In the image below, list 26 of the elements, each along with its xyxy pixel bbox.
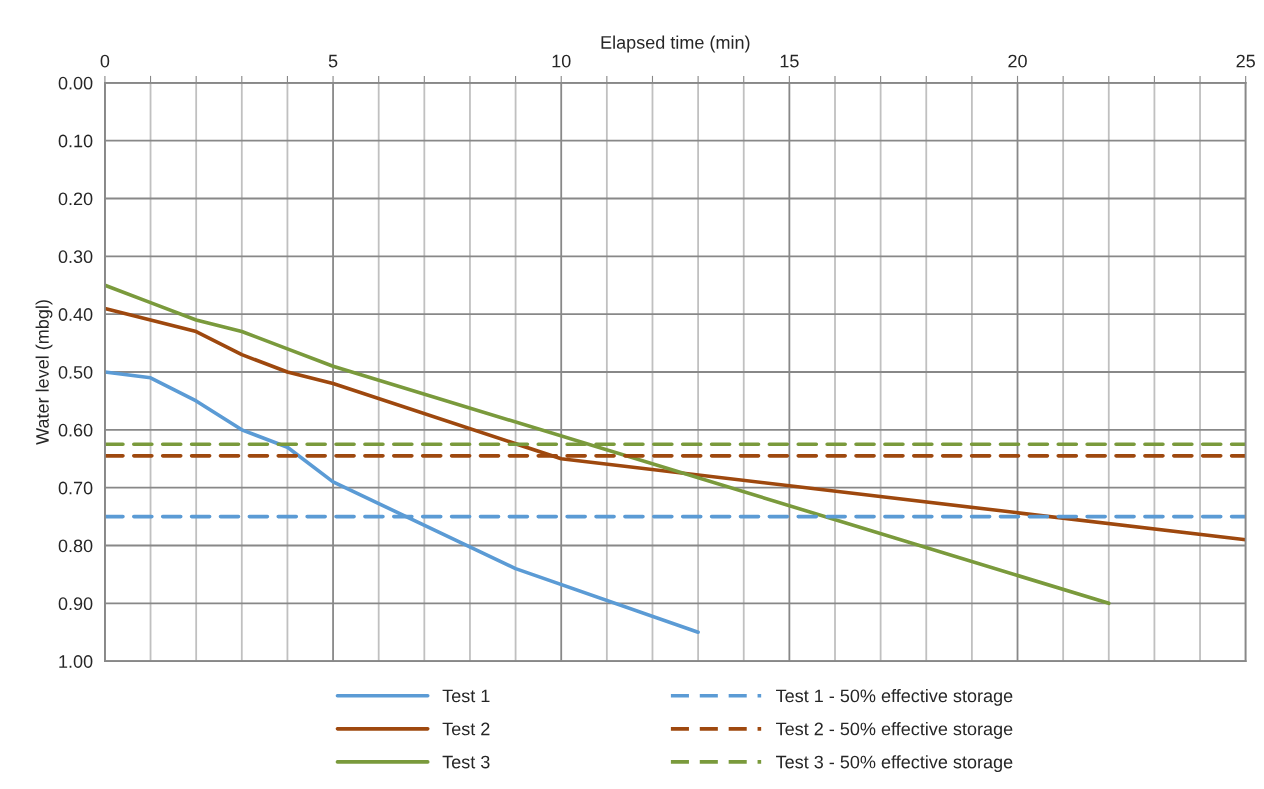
line-series	[104, 306, 1246, 542]
legend-label: Test 2 - 50% effective storage	[776, 722, 1013, 739]
y-tick-label: 0.40	[58, 308, 93, 321]
y-tick-label: 0.00	[58, 76, 93, 90]
y-tick-label: 0.80	[58, 539, 93, 553]
x-tick-label: 5	[328, 54, 338, 68]
y-tick-label: 0.60	[58, 423, 93, 437]
x-tick-label: 15	[780, 54, 799, 68]
x-tick-label: 0	[100, 54, 110, 68]
x-tick-label: 10	[552, 54, 571, 68]
legend-label: Test 1 - 50% effective storage	[776, 689, 1013, 706]
y-tick-label: 0.90	[58, 597, 93, 611]
y-tick-label: 1.00	[59, 655, 93, 668]
y-tick-label: 0.50	[58, 365, 93, 379]
x-axis-title: Elapsed time (min)	[601, 35, 750, 53]
legend-label: Test 3 - 50% effective storage	[776, 755, 1013, 772]
x-tick-label: 25	[1236, 54, 1255, 68]
legend-label: Test 1	[442, 689, 490, 703]
y-tick-label: 0.10	[58, 134, 93, 148]
x-tick-label: 20	[1008, 54, 1027, 68]
legend-label: Test 3	[442, 755, 490, 769]
y-tick-label: 0.20	[58, 192, 93, 206]
y-tick-label: 0.70	[58, 481, 93, 495]
y-axis-title: Water level (mbgl)	[35, 300, 53, 445]
legend-label: Test 2	[442, 722, 490, 736]
y-tick-label: 0.30	[58, 250, 93, 264]
